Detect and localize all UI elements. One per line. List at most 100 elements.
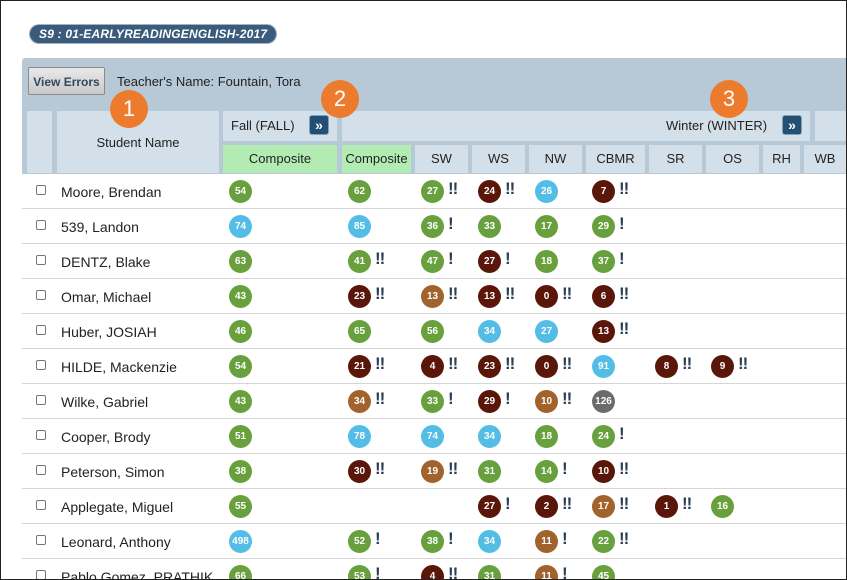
row-checkbox[interactable] [36,395,46,405]
student-name[interactable]: DENTZ, Blake [61,254,151,270]
score-circle[interactable]: 29 [592,215,615,238]
student-name[interactable]: Leonard, Anthony [61,534,171,550]
score-circle[interactable]: 65 [348,320,371,343]
score-circle[interactable]: 63 [229,250,252,273]
score-circle[interactable]: 10 [592,460,615,483]
score-circle[interactable]: 74 [421,425,444,448]
sw-column[interactable]: SW [415,145,468,173]
score-circle[interactable]: 23 [348,285,371,308]
row-checkbox[interactable] [36,465,46,475]
score-circle[interactable]: 34 [478,320,501,343]
score-circle[interactable]: 7 [592,180,615,203]
row-checkbox[interactable] [36,255,46,265]
score-circle[interactable]: 66 [229,565,252,579]
score-circle[interactable]: 11 [535,565,558,579]
score-circle[interactable]: 34 [478,425,501,448]
row-checkbox[interactable] [36,535,46,545]
score-circle[interactable]: 11 [535,530,558,553]
score-circle[interactable]: 54 [229,355,252,378]
score-circle[interactable]: 38 [421,530,444,553]
score-circle[interactable]: 17 [535,215,558,238]
score-circle[interactable]: 27 [535,320,558,343]
score-circle[interactable]: 41 [348,250,371,273]
student-name[interactable]: Huber, JOSIAH [61,324,157,340]
score-circle[interactable]: 4 [421,565,444,579]
expand-winter-button[interactable]: » [782,115,802,135]
score-circle[interactable]: 6 [592,285,615,308]
score-circle[interactable]: 13 [592,320,615,343]
score-circle[interactable]: 55 [229,495,252,518]
student-name[interactable]: Applegate, Miguel [61,499,174,515]
student-name[interactable]: Moore, Brendan [61,184,162,200]
row-checkbox[interactable] [36,500,46,510]
score-circle[interactable]: 1 [655,495,678,518]
score-circle[interactable]: 53 [348,565,371,579]
wb-column[interactable]: WB [804,145,846,173]
cbmr-column[interactable]: CBMR [586,145,645,173]
os-column[interactable]: OS [706,145,759,173]
score-circle[interactable]: 17 [592,495,615,518]
score-circle[interactable]: 54 [229,180,252,203]
score-circle[interactable]: 37 [592,250,615,273]
student-name[interactable]: 539, Landon [61,219,139,235]
score-circle[interactable]: 18 [535,425,558,448]
score-circle[interactable]: 10 [535,390,558,413]
score-circle[interactable]: 21 [348,355,371,378]
score-circle[interactable]: 23 [478,355,501,378]
row-checkbox[interactable] [36,220,46,230]
score-circle[interactable]: 62 [348,180,371,203]
winter-composite-column[interactable]: Composite [342,145,411,173]
score-circle[interactable]: 27 [421,180,444,203]
score-circle[interactable]: 36 [421,215,444,238]
score-circle[interactable]: 47 [421,250,444,273]
student-name[interactable]: Wilke, Gabriel [61,394,149,410]
score-circle[interactable]: 30 [348,460,371,483]
score-circle[interactable]: 14 [535,460,558,483]
score-circle[interactable]: 126 [592,390,615,413]
score-circle[interactable]: 13 [478,285,501,308]
rh-column[interactable]: RH [763,145,800,173]
score-circle[interactable]: 34 [478,530,501,553]
score-circle[interactable]: 24 [592,425,615,448]
row-checkbox[interactable] [36,570,46,579]
score-circle[interactable]: 74 [229,215,252,238]
score-circle[interactable]: 43 [229,390,252,413]
score-circle[interactable]: 4 [421,355,444,378]
score-circle[interactable]: 9 [711,355,734,378]
student-name-header[interactable]: Student Name [57,111,219,173]
student-name[interactable]: HILDE, Mackenzie [61,359,177,375]
row-checkbox[interactable] [36,325,46,335]
score-circle[interactable]: 78 [348,425,371,448]
row-checkbox[interactable] [36,360,46,370]
fall-composite-column[interactable]: Composite [223,145,337,173]
student-name[interactable]: Omar, Michael [61,289,152,305]
score-circle[interactable]: 19 [421,460,444,483]
score-circle[interactable]: 27 [478,250,501,273]
score-circle[interactable]: 43 [229,285,252,308]
student-name[interactable]: Peterson, Simon [61,464,165,480]
score-circle[interactable]: 18 [535,250,558,273]
row-checkbox[interactable] [36,290,46,300]
nw-column[interactable]: NW [529,145,582,173]
score-circle[interactable]: 56 [421,320,444,343]
score-circle[interactable]: 0 [535,285,558,308]
score-circle[interactable]: 498 [229,530,252,553]
score-circle[interactable]: 8 [655,355,678,378]
score-circle[interactable]: 52 [348,530,371,553]
score-circle[interactable]: 85 [348,215,371,238]
score-circle[interactable]: 51 [229,425,252,448]
ws-column[interactable]: WS [472,145,525,173]
expand-fall-button[interactable]: » [309,115,329,135]
score-circle[interactable]: 27 [478,495,501,518]
score-circle[interactable]: 33 [421,390,444,413]
student-name[interactable]: Pablo Gomez, PRATHIK [61,569,214,580]
score-circle[interactable]: 38 [229,460,252,483]
sr-column[interactable]: SR [649,145,702,173]
score-circle[interactable]: 33 [478,215,501,238]
score-circle[interactable]: 2 [535,495,558,518]
score-circle[interactable]: 26 [535,180,558,203]
row-checkbox[interactable] [36,430,46,440]
score-circle[interactable]: 31 [478,565,501,579]
row-checkbox[interactable] [36,185,46,195]
score-circle[interactable]: 16 [711,495,734,518]
